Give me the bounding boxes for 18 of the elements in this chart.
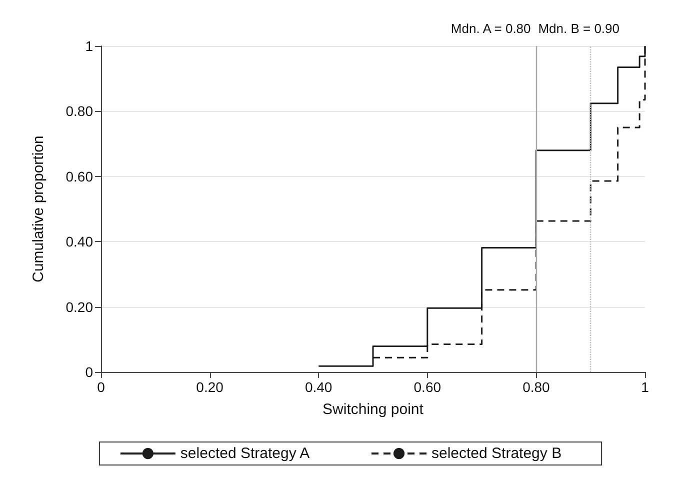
legend-label: selected Strategy B bbox=[432, 445, 562, 462]
legend-label: selected Strategy A bbox=[180, 445, 310, 462]
x-tick-label: 1 bbox=[641, 379, 650, 395]
ref-line-label: Mdn. A = 0.80 bbox=[450, 21, 531, 36]
y-tick-label: 0 bbox=[85, 364, 94, 380]
y-tick-label: 0.40 bbox=[66, 234, 94, 250]
ref-line-label: Mdn. B = 0.90 bbox=[538, 21, 620, 36]
x-axis-title: Switching point bbox=[322, 401, 424, 418]
y-tick-label: 0.20 bbox=[66, 298, 94, 315]
x-tick-label: 0.40 bbox=[304, 379, 332, 395]
x-tick-label: 0.80 bbox=[522, 379, 550, 395]
y-tick-label: 0.60 bbox=[66, 168, 94, 184]
x-tick-label: 0.20 bbox=[196, 379, 224, 395]
y-tick-label: 0.80 bbox=[66, 103, 94, 120]
x-tick-label: 0 bbox=[97, 379, 106, 395]
y-tick-label: 1 bbox=[85, 38, 94, 54]
x-tick-label: 0.60 bbox=[414, 379, 442, 395]
y-axis-title: Cumulative proportion bbox=[30, 136, 47, 282]
